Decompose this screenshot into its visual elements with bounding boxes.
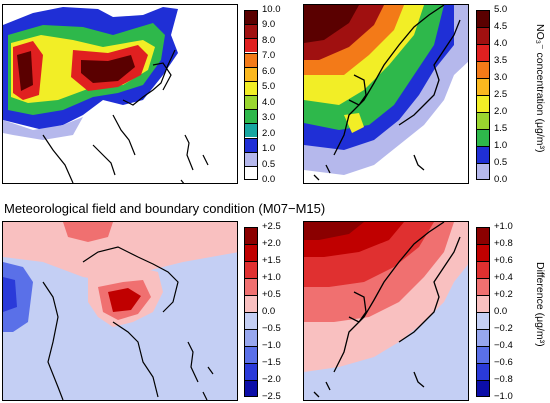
colorbar-segment [244,165,258,180]
map-bottom-left [2,221,238,401]
colorbar-tick-label: 1.0 [494,140,508,151]
colorbar-segment [244,346,258,363]
bottom-colorbar-label: Difference (μg/m³) [534,262,546,347]
map-top-left [2,4,238,184]
colorbar-segment [244,137,258,152]
colorbar-tick-label: −0.2 [494,323,513,334]
colorbar-segment [476,261,490,278]
colorbar-segment [244,10,258,25]
colorbar-tick-label: +1.0 [262,272,281,283]
colorbar-tick-label: 5.0 [494,4,508,15]
colorbar-tick-label: 0.0 [262,306,276,317]
colorbar-tick-label: −2.5 [262,391,281,402]
colorbar-tick-label: +1.5 [262,255,281,266]
colorbar-bottom-left [244,227,258,397]
colorbar-segment [244,329,258,346]
colorbar-tick-label: +0.4 [494,272,513,283]
colorbar-segment [244,80,258,95]
colorbar-tick-label: 7.0 [262,50,276,62]
colorbar-tick-label: +2.5 [262,221,281,232]
colorbar-segment [244,363,258,380]
colorbar-segment [244,380,258,397]
colorbar-segment [244,244,258,261]
colorbar-segment [244,295,258,312]
colorbar-segment [244,227,258,244]
colorbar-tick-label: +0.5 [262,289,281,300]
colorbar-segment [244,123,258,138]
colorbar-segment [244,66,258,81]
colorbar-tick-label: 0.5 [262,158,276,170]
colorbar-tick-label: 10.0 [262,4,281,15]
colorbar-segment [476,380,490,397]
colorbar-tick-label: −0.6 [494,357,513,368]
colorbar-segment [476,112,490,129]
colorbar-segment [244,278,258,295]
colorbar-tick-label: +2.0 [262,238,281,249]
colorbar-tick-label: 4.5 [494,21,508,32]
colorbar-tick-label: 6.0 [262,65,276,77]
colorbar-segment [244,95,258,110]
colorbar-bottom-right [476,227,490,397]
colorbar-segment [476,10,490,27]
map-top-right [303,4,469,184]
colorbar-segment [244,38,258,53]
colorbar-segment [476,163,490,180]
colorbar-top-left [244,10,258,180]
colorbar-segment [244,24,258,39]
colorbar-top-right [476,10,490,180]
colorbar-segment [476,129,490,146]
colorbar-tick-label: 0.0 [494,174,508,185]
colorbar-tick-label: −0.8 [494,374,513,385]
colorbar-segment [244,261,258,278]
colorbar-tick-label: +1.0 [494,221,513,232]
colorbar-tick-label: 4.0 [262,96,276,108]
colorbar-segment [476,244,490,261]
colorbar-tick-label: 3.0 [262,112,276,124]
colorbar-segment [476,27,490,44]
colorbar-tick-label: 8.0 [262,34,276,46]
colorbar-tick-label: −1.0 [494,391,513,402]
colorbar-segment [244,52,258,67]
colorbar-tick-label: 1.0 [262,143,276,155]
colorbar-tick-label: +0.2 [494,289,513,300]
colorbar-tick-label: 3.0 [494,72,508,83]
map-bottom-right [303,221,469,401]
colorbar-segment [476,278,490,295]
colorbar-tick-label: 0.5 [494,157,508,168]
colorbar-segment [476,346,490,363]
colorbar-segment [476,295,490,312]
colorbar-segment [476,329,490,346]
colorbar-tick-label: +0.6 [494,255,513,266]
colorbar-tick-label: 9.0 [262,19,276,31]
section-title: Meteorological field and boundary condit… [4,201,326,216]
colorbar-segment [476,95,490,112]
colorbar-tick-label: 2.0 [262,127,276,139]
colorbar-tick-label: 0.0 [262,174,276,185]
colorbar-segment [476,312,490,329]
colorbar-tick-label: 3.5 [494,55,508,66]
colorbar-tick-label: −0.4 [494,340,513,351]
colorbar-tick-label: 2.0 [494,106,508,117]
colorbar-segment [244,151,258,166]
colorbar-segment [476,44,490,61]
colorbar-tick-label: +0.8 [494,238,513,249]
top-colorbar-label: NO₃⁻ concentration (μg/m³) [534,24,546,153]
colorbar-segment [244,109,258,124]
colorbar-segment [476,61,490,78]
colorbar-tick-label: 4.0 [494,38,508,49]
colorbar-tick-label: 1.5 [494,123,508,134]
colorbar-tick-label: 0.0 [494,306,508,317]
colorbar-segment [244,312,258,329]
colorbar-tick-label: −1.5 [262,357,281,368]
colorbar-tick-label: −2.0 [262,374,281,385]
colorbar-tick-label: 5.0 [262,81,276,93]
colorbar-segment [476,146,490,163]
colorbar-tick-label: −1.0 [262,340,281,351]
colorbar-tick-label: −0.5 [262,323,281,334]
colorbar-segment [476,363,490,380]
colorbar-segment [476,227,490,244]
colorbar-tick-label: 2.5 [494,89,508,100]
colorbar-segment [476,78,490,95]
